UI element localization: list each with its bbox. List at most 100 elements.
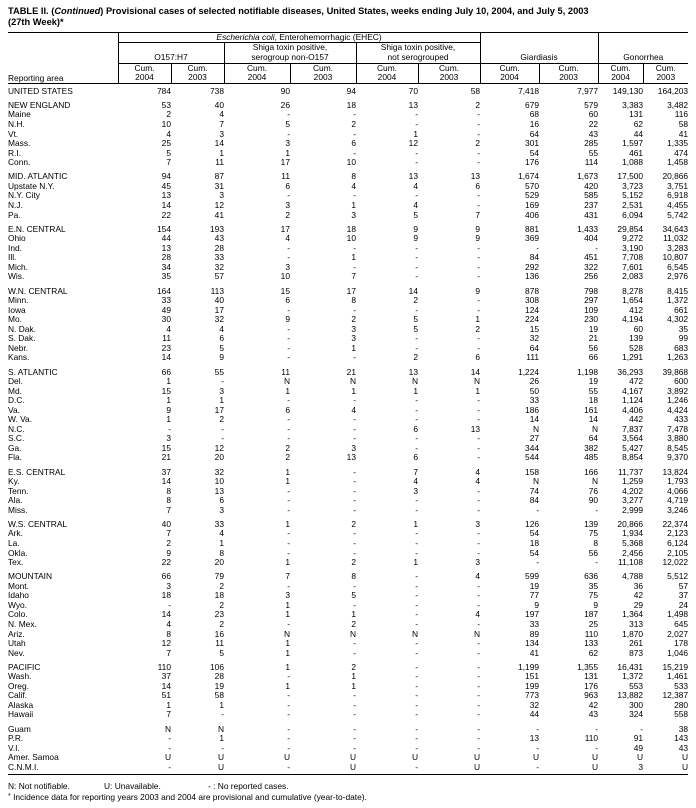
table-row: Nebr. 23 5 - 1 - - 64 56 528 683 — [8, 342, 688, 354]
row-cell: 3 — [351, 323, 356, 334]
row-cell: 3 — [219, 504, 224, 515]
title-prefix: TABLE II. ( — [8, 6, 55, 16]
row-cell: 6 — [413, 452, 418, 463]
row-cell: 149,130 — [612, 85, 644, 96]
row-cell: 44 — [529, 709, 540, 720]
footnote-star-text: Incidence data for reporting years 2003 … — [13, 791, 367, 802]
row-cell: 22 — [161, 557, 171, 568]
row-cell: U — [349, 752, 356, 763]
row-cell: - — [287, 690, 290, 701]
row-cell: 420 — [584, 180, 599, 191]
table-row: Mont. 3 2 - - - - 19 35 36 57 — [8, 580, 688, 592]
row-area-label: Oreg. — [8, 680, 29, 691]
row-cell: 176 — [584, 680, 599, 691]
row-cell: 1 — [285, 647, 290, 658]
row-cell: - — [353, 242, 356, 253]
row-cell: 17 — [280, 157, 290, 168]
row-cell: - — [415, 433, 418, 444]
row-cell: 6 — [219, 333, 224, 344]
row-area-label: W. Va. — [8, 414, 33, 425]
row-cell: 5 — [351, 590, 356, 601]
row-cell: 26 — [529, 376, 540, 387]
row-cell: 773 — [525, 690, 540, 701]
row-cell: 1 — [285, 680, 290, 691]
row-cell: 636 — [584, 571, 599, 582]
row-area-label: S. ATLANTIC — [8, 366, 58, 377]
row-cell: 2,123 — [667, 528, 689, 539]
table-row: N.Y. City 13 3 - - - - 529 585 5,152 6,918 — [8, 191, 688, 201]
header-sub-shiga-nonsero-line1: Shiga toxin positive, — [380, 42, 456, 53]
row-cell: 5 — [219, 342, 224, 353]
row-cell: 12 — [214, 442, 224, 453]
row-cell: 13 — [214, 485, 224, 496]
header-sub-shiga-non-o157-line2: serogroup non-O157 — [251, 52, 329, 62]
table-row: P.R. - 1 - - - - 13 110 91 143 — [8, 734, 688, 744]
row-cell: 58 — [678, 119, 689, 130]
row-cell: - — [477, 128, 481, 139]
year-label: 2004 — [247, 72, 267, 83]
row-cell: 75 — [588, 528, 599, 539]
row-cell: 32 — [529, 333, 540, 344]
table-row: Fla. 21 20 2 13 6 - 544 485 8,854 9,370 — [8, 453, 688, 463]
row-cell: 131 — [629, 109, 644, 120]
row-cell: 4,455 — [667, 199, 689, 210]
row-cell: 42 — [633, 590, 644, 601]
row-cell: 12 — [408, 138, 418, 149]
row-cell: 1,046 — [667, 647, 689, 658]
row-cell: 21 — [588, 333, 599, 344]
row-cell: 3,277 — [622, 495, 644, 506]
row-cell: - — [353, 433, 356, 444]
row-cell: 1,458 — [667, 157, 689, 168]
row-cell: 70 — [408, 85, 418, 96]
row-cell: 3 — [166, 580, 171, 591]
row-cell: 5 — [166, 147, 171, 158]
row-cell: - — [353, 109, 356, 120]
table-row: Upstate N.Y. 45 31 6 4 4 6 570 420 3,723 3,751 — [8, 180, 688, 192]
table-row: Maine 2 4 - - - - 68 60 131 116 — [8, 110, 688, 120]
row-cell: 7 — [166, 157, 171, 168]
row-cell: 9,370 — [667, 452, 689, 463]
row-cell: 4 — [413, 180, 418, 191]
row-cell: 19 — [588, 376, 599, 387]
row-area-label: E.S. CENTRAL — [8, 466, 66, 477]
row-area-label: Iowa — [8, 304, 26, 315]
row-cell: - — [415, 699, 418, 710]
row-cell: 6 — [413, 423, 418, 434]
cum-label: Cum. — [610, 62, 631, 73]
row-cell: 2 — [219, 414, 224, 425]
row-cell: 3 — [351, 209, 356, 220]
row-cell: 151 — [525, 671, 540, 682]
row-cell: 13,824 — [662, 466, 689, 477]
row-cell: - — [415, 538, 418, 548]
row-area-label: Wyo. — [8, 599, 28, 610]
row-cell: N — [164, 723, 171, 734]
row-cell: - — [287, 395, 290, 406]
row-cell: 16,431 — [617, 661, 644, 672]
row-cell: U — [682, 761, 689, 772]
row-cell: 1,124 — [622, 395, 644, 406]
row-cell: 14 — [161, 476, 171, 487]
row-cell: - — [477, 295, 481, 306]
row-cell: 161 — [584, 404, 599, 415]
table-row: V.I. - - - - - - - - 49 43 — [8, 743, 688, 754]
row-cell: 8,415 — [667, 285, 689, 296]
row-cell: - — [477, 414, 481, 425]
table-row: Mich. 34 32 3 - - - 292 322 7,601 6,545 — [8, 262, 688, 273]
row-cell: U — [283, 752, 290, 763]
row-cell: 873 — [629, 647, 644, 658]
row-cell: 8 — [219, 547, 224, 558]
table-row: Ga. 15 12 2 3 - - 344 382 5,427 8,545 — [8, 442, 688, 454]
row-area-label: Okla. — [8, 547, 28, 558]
row-cell: 7 — [475, 209, 481, 220]
row-cell: 3,880 — [667, 433, 689, 444]
page-title: TABLE II. (Continued) Provisional cases … — [0, 0, 696, 29]
row-cell: 15 — [161, 442, 171, 453]
row-cell: 26 — [280, 99, 290, 110]
row-cell: 2 — [219, 599, 224, 610]
row-cell: - — [287, 671, 290, 682]
row-cell: - — [415, 647, 418, 658]
row-cell: 2,456 — [622, 547, 644, 558]
row-cell: 280 — [674, 699, 689, 710]
row-cell: - — [287, 128, 290, 139]
row-cell: - — [168, 423, 171, 434]
